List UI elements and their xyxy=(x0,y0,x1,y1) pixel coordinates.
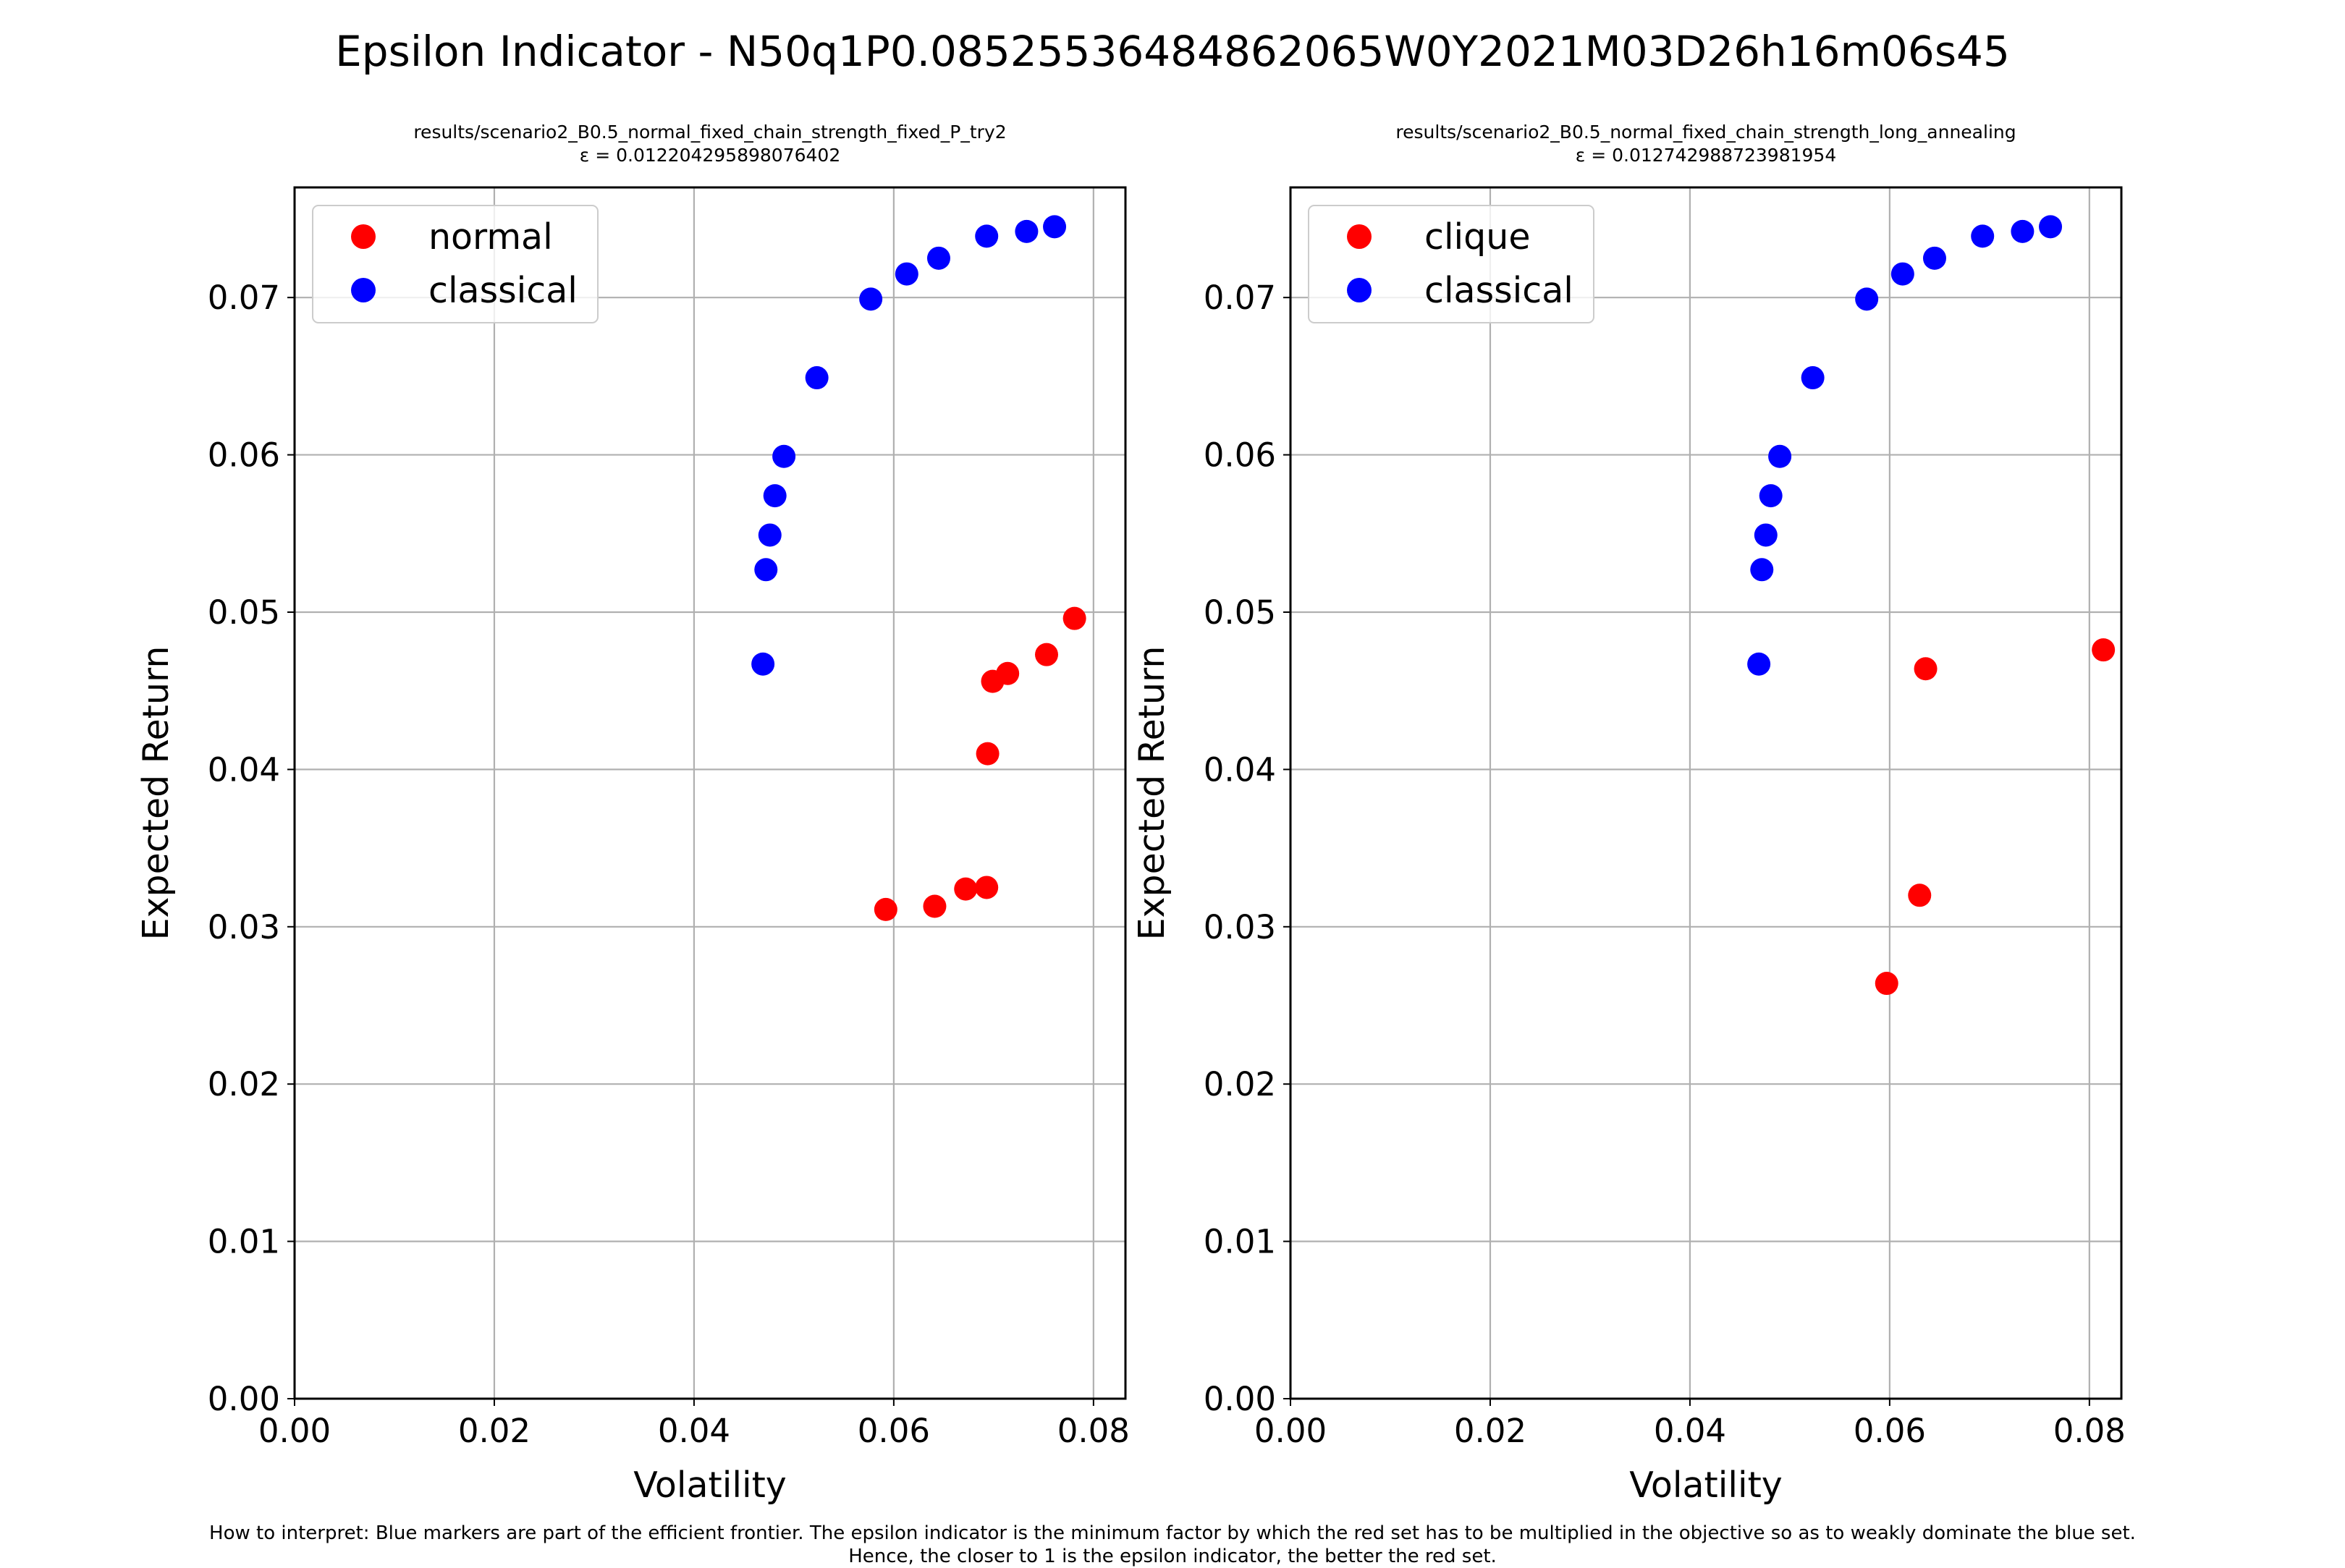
y-tick-label: 0.05 xyxy=(1204,593,1276,632)
x-tick-label: 0.00 xyxy=(1254,1412,1327,1450)
x-axis-label: Volatility xyxy=(633,1465,787,1506)
chart-title: results/scenario2_B0.5_normal_fixed_chai… xyxy=(413,122,1006,143)
x-tick-label: 0.02 xyxy=(458,1412,531,1450)
data-point-classical xyxy=(758,523,782,547)
data-point-classical xyxy=(772,444,796,468)
data-point-normal xyxy=(1062,606,1086,630)
data-point-classical xyxy=(895,262,918,286)
data-point-classical xyxy=(1890,262,1914,286)
epsilon-value: ε = 0.012204295898076402 xyxy=(580,145,841,166)
legend-marker-classical xyxy=(1347,278,1372,302)
x-tick-label: 0.08 xyxy=(2053,1412,2126,1450)
data-point-normal xyxy=(954,877,978,901)
data-point-classical xyxy=(2039,215,2063,239)
data-point-classical xyxy=(1747,652,1771,676)
y-tick-label: 0.04 xyxy=(208,750,280,789)
data-point-normal xyxy=(874,897,897,921)
y-axis-label: Expected Return xyxy=(1131,646,1172,941)
y-tick-label: 0.04 xyxy=(1204,750,1276,789)
data-point-classical xyxy=(805,366,829,390)
y-tick-label: 0.07 xyxy=(208,279,280,317)
y-tick-label: 0.02 xyxy=(208,1065,280,1103)
data-point-normal xyxy=(975,876,999,899)
y-tick-label: 0.03 xyxy=(1204,908,1276,946)
legend-label-classical: classical xyxy=(428,270,578,311)
x-tick-label: 0.02 xyxy=(1454,1412,1526,1450)
y-tick-label: 0.02 xyxy=(1204,1065,1276,1103)
plot-area-frame xyxy=(293,186,1127,1400)
legend: clique classical xyxy=(1308,205,1594,323)
data-point-normal xyxy=(976,742,1000,766)
x-tick-label: 0.00 xyxy=(258,1412,331,1450)
data-point-classical xyxy=(1971,224,1995,248)
x-tick-label: 0.06 xyxy=(858,1412,930,1450)
data-point-classical xyxy=(975,224,999,248)
y-tick-label: 0.00 xyxy=(1204,1380,1276,1418)
plot-area-frame xyxy=(1289,186,2123,1400)
data-point-classical xyxy=(754,558,778,582)
data-point-classical xyxy=(859,287,883,311)
legend-label-clique: clique xyxy=(1424,216,1530,258)
data-point-clique xyxy=(1914,657,1938,681)
y-tick-label: 0.01 xyxy=(1204,1223,1276,1261)
chart-panel-2: 0.00 0.02 0.04 0.06 0.08 0.00 0.01 0.02 0.03 0.04… xyxy=(1131,122,2126,1506)
y-tick-label: 0.03 xyxy=(208,908,280,946)
y-tick-label: 0.06 xyxy=(1204,436,1276,475)
data-point-classical xyxy=(1015,219,1039,243)
data-point-classical xyxy=(1759,484,1783,508)
data-point-classical xyxy=(1768,444,1792,468)
y-tick-label: 0.06 xyxy=(208,436,280,475)
x-tick-label: 0.08 xyxy=(1057,1412,1130,1450)
caption: How to interpret: Blue markers are part … xyxy=(0,1522,2345,1568)
x-tick-label: 0.04 xyxy=(658,1412,730,1450)
data-point-classical xyxy=(2011,219,2035,243)
data-point-normal xyxy=(923,894,947,918)
legend: normal classical xyxy=(312,205,599,323)
x-axis-label: Volatility xyxy=(1629,1465,1783,1506)
y-tick-label: 0.01 xyxy=(208,1223,280,1261)
data-point-normal xyxy=(1034,643,1058,666)
data-point-classical xyxy=(1750,558,1774,582)
data-point-classical xyxy=(751,652,775,676)
data-point-classical xyxy=(763,484,787,508)
legend-marker-clique xyxy=(1347,224,1372,249)
data-point-clique xyxy=(1908,883,1932,907)
data-point-clique xyxy=(2092,638,2116,662)
y-tick-label: 0.07 xyxy=(1204,279,1276,317)
caption-line-2: Hence, the closer to 1 is the epsilon in… xyxy=(848,1546,1497,1567)
y-axis-label: Expected Return xyxy=(135,646,177,941)
legend-label-classical: classical xyxy=(1424,270,1573,311)
y-tick-label: 0.00 xyxy=(208,1380,280,1418)
data-point-normal xyxy=(996,661,1020,685)
data-point-classical xyxy=(1043,215,1067,239)
data-point-classical xyxy=(926,246,950,270)
legend-marker-normal xyxy=(351,224,376,249)
data-point-classical xyxy=(1922,246,1946,270)
x-tick-label: 0.06 xyxy=(1854,1412,1926,1450)
epsilon-value: ε = 0.012742988723981954 xyxy=(1576,145,1837,166)
legend-box xyxy=(1308,205,1594,323)
data-point-clique xyxy=(1875,972,1898,996)
data-point-classical xyxy=(1855,287,1879,311)
figure-title: Epsilon Indicator - N50q1P0.085255364848… xyxy=(335,27,2010,76)
y-tick-label: 0.05 xyxy=(208,593,280,632)
legend-box xyxy=(312,205,599,323)
chart-title: results/scenario2_B0.5_normal_fixed_chai… xyxy=(1395,122,2016,143)
chart-panel-1: 0.00 0.02 0.04 0.06 0.08 0.00 0.01 0.02 0.03 0.04… xyxy=(135,122,1130,1506)
x-tick-label: 0.04 xyxy=(1654,1412,1726,1450)
legend-label-normal: normal xyxy=(428,216,553,258)
data-point-classical xyxy=(1801,366,1825,390)
legend-marker-classical xyxy=(351,278,376,302)
caption-line-1: How to interpret: Blue markers are part … xyxy=(209,1522,2136,1544)
data-point-classical xyxy=(1754,523,1778,547)
